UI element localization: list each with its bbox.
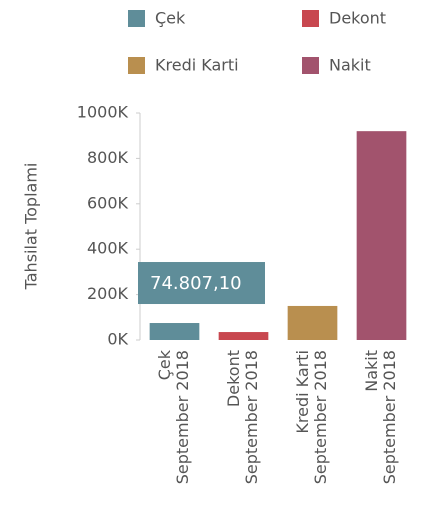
legend-label: Kredi Karti [155, 56, 239, 75]
bar [287, 305, 338, 340]
y-axis-label: Tahsilat Toplami [22, 163, 41, 291]
x-tick-label: Nakit [362, 350, 381, 392]
y-tick-label: 1000K [77, 103, 129, 122]
x-tick-label: Dekont [224, 350, 243, 407]
legend-swatch [302, 10, 319, 27]
x-tick-period: September 2018 [242, 350, 261, 484]
y-tick-label: 200K [87, 284, 129, 303]
legend-swatch [128, 10, 145, 27]
y-tick-label: 400K [87, 239, 129, 258]
tooltip-label: 74.807,10 [150, 273, 242, 294]
x-tick-label: Çek [155, 349, 174, 380]
bar [218, 332, 269, 340]
x-tick-period: September 2018 [380, 350, 399, 484]
legend-label: Nakit [329, 56, 371, 75]
tooltip-box [138, 262, 265, 305]
x-tick-period: September 2018 [173, 350, 192, 484]
y-tick-label: 800K [87, 148, 129, 167]
legend-swatch [128, 57, 145, 74]
legend-label: Dekont [329, 9, 386, 28]
legend-label: Çek [155, 9, 186, 28]
bar [356, 131, 407, 340]
x-tick-label: Kredi Karti [293, 350, 312, 434]
legend-swatch [302, 57, 319, 74]
bar [149, 323, 200, 340]
y-tick-label: 0K [107, 330, 128, 349]
x-tick-period: September 2018 [311, 350, 330, 484]
y-tick-label: 600K [87, 193, 129, 212]
